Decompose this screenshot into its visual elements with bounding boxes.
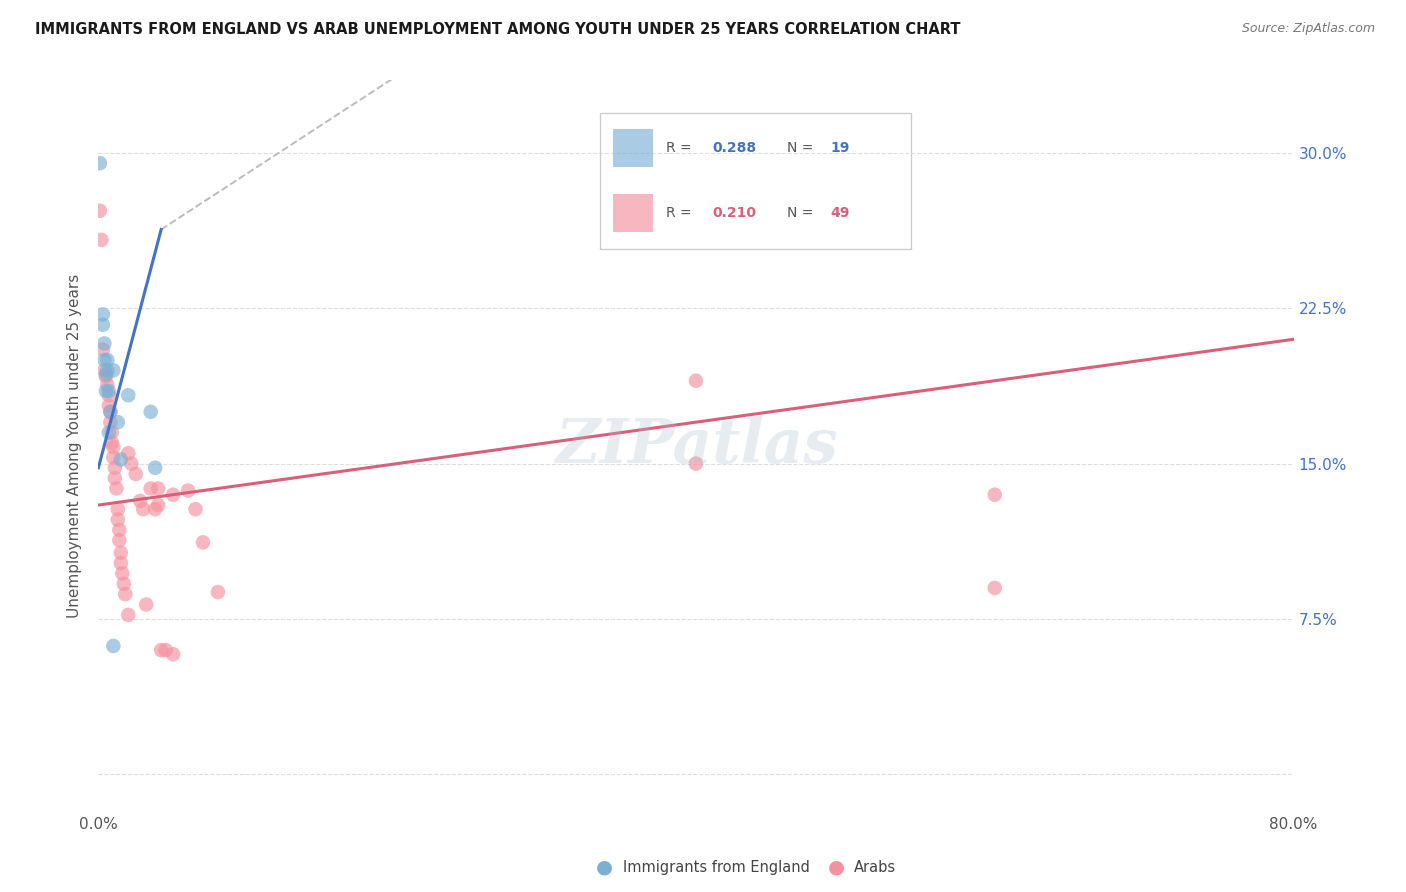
Text: Immigrants from England: Immigrants from England bbox=[623, 860, 810, 874]
Point bbox=[91, 307, 114, 321]
Y-axis label: Unemployment Among Youth under 25 years: Unemployment Among Youth under 25 years bbox=[67, 274, 83, 618]
Point bbox=[100, 415, 122, 429]
Point bbox=[984, 581, 1007, 595]
Point bbox=[120, 457, 142, 471]
Point bbox=[148, 482, 170, 496]
Point bbox=[117, 607, 139, 622]
Point bbox=[96, 377, 118, 392]
Point bbox=[97, 399, 120, 413]
Point bbox=[104, 460, 127, 475]
Point bbox=[150, 643, 173, 657]
Point bbox=[184, 502, 207, 516]
Point bbox=[112, 576, 135, 591]
Point bbox=[105, 482, 128, 496]
Point bbox=[93, 353, 115, 368]
Point bbox=[135, 598, 157, 612]
Point bbox=[103, 440, 125, 454]
Point bbox=[103, 450, 125, 465]
Point bbox=[114, 587, 136, 601]
Point bbox=[97, 388, 120, 402]
Point bbox=[108, 523, 131, 537]
Point bbox=[94, 369, 117, 384]
Point bbox=[101, 425, 124, 440]
Point bbox=[103, 363, 125, 377]
Point bbox=[117, 388, 139, 402]
Point bbox=[117, 446, 139, 460]
Point bbox=[100, 405, 122, 419]
Point bbox=[191, 535, 214, 549]
Point bbox=[148, 498, 170, 512]
Point bbox=[132, 502, 155, 516]
Point bbox=[89, 156, 111, 170]
Point bbox=[129, 494, 152, 508]
Text: ZIPatlas: ZIPatlas bbox=[554, 416, 838, 476]
Point bbox=[94, 384, 117, 398]
Point bbox=[139, 405, 162, 419]
Point bbox=[94, 368, 117, 382]
Point bbox=[177, 483, 200, 498]
Point bbox=[143, 502, 166, 516]
Point bbox=[162, 488, 184, 502]
Point bbox=[107, 512, 129, 526]
Point bbox=[91, 318, 114, 332]
Point bbox=[139, 482, 162, 496]
Point bbox=[984, 488, 1007, 502]
Point bbox=[125, 467, 148, 481]
Point bbox=[90, 233, 112, 247]
Point bbox=[93, 363, 115, 377]
Point bbox=[96, 363, 118, 377]
Text: Source: ZipAtlas.com: Source: ZipAtlas.com bbox=[1241, 22, 1375, 36]
Text: ●: ● bbox=[596, 857, 613, 877]
Point bbox=[96, 353, 118, 368]
Point bbox=[89, 203, 111, 218]
Point bbox=[100, 405, 122, 419]
Point bbox=[108, 533, 131, 548]
Point bbox=[110, 546, 132, 560]
Text: Arabs: Arabs bbox=[853, 860, 896, 874]
Point bbox=[101, 436, 124, 450]
Point bbox=[103, 639, 125, 653]
Point bbox=[93, 336, 115, 351]
Point bbox=[107, 502, 129, 516]
Text: ●: ● bbox=[828, 857, 845, 877]
Point bbox=[685, 374, 707, 388]
Point bbox=[97, 384, 120, 398]
Point bbox=[162, 647, 184, 661]
Point bbox=[207, 585, 229, 599]
Point bbox=[155, 643, 177, 657]
Point bbox=[110, 452, 132, 467]
Point bbox=[97, 425, 120, 440]
Point bbox=[107, 415, 129, 429]
Point bbox=[91, 343, 114, 357]
Text: IMMIGRANTS FROM ENGLAND VS ARAB UNEMPLOYMENT AMONG YOUTH UNDER 25 YEARS CORRELAT: IMMIGRANTS FROM ENGLAND VS ARAB UNEMPLOY… bbox=[35, 22, 960, 37]
Point bbox=[110, 556, 132, 570]
Point bbox=[104, 471, 127, 485]
Point bbox=[685, 457, 707, 471]
Point bbox=[111, 566, 134, 581]
Point bbox=[143, 460, 166, 475]
